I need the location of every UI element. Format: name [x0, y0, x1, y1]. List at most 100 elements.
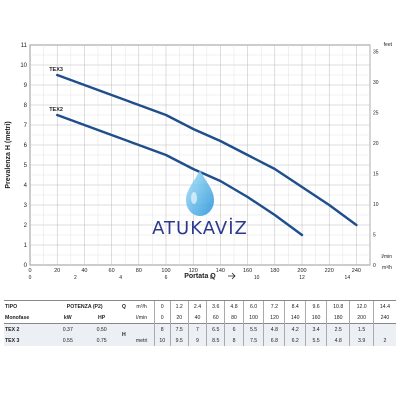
m3h-axis-ticks: 0 2 4 6 8 10 12 14: [29, 275, 351, 281]
m3h-tick-label: 0: [29, 275, 32, 281]
y-tick-label: 1: [24, 243, 28, 249]
lmin-5: 100: [242, 312, 264, 324]
x-unit-label: l/min: [381, 254, 392, 260]
m3h-tick-label: 6: [165, 275, 168, 281]
m3h-tick-label: 14: [345, 275, 351, 281]
series-label: TEX2: [49, 107, 63, 113]
head-value: 2: [372, 335, 396, 346]
x-axis-ticks: 0 20 40 60 80 100 120 140 160 180 200 220 240: [28, 268, 361, 274]
q-header: Q: [118, 300, 130, 312]
x-axis-title: Portata Q: [184, 273, 216, 280]
head-value: 4.2: [284, 323, 306, 335]
kw-value: 0.37: [50, 323, 85, 335]
m3h-tick-label: 4: [119, 275, 122, 281]
hp-header: HP: [98, 314, 106, 321]
m3h-10: 12.0: [349, 300, 374, 312]
series-curves: TEX3 TEX2: [49, 67, 358, 237]
head-value: 3.4: [305, 323, 327, 335]
kw-value: 0.55: [62, 337, 73, 344]
y-tick-label: 6: [24, 143, 28, 149]
head-value: 7.5: [169, 323, 189, 335]
kw-header: kW: [63, 314, 72, 321]
head-value: 10: [153, 335, 171, 346]
feet-tick-label: 30: [373, 80, 379, 86]
head-value: 7: [187, 323, 207, 335]
m3h-2: 2.4: [187, 300, 207, 312]
m3h-4: 4.8: [224, 300, 244, 312]
x-tick-label: 80: [136, 268, 142, 274]
lmin-3: 60: [206, 312, 225, 324]
lmin-11: 240: [372, 312, 396, 324]
lmin-2: 40: [187, 312, 207, 324]
x-tick-label: 120: [189, 268, 198, 274]
head-value: 8: [153, 323, 171, 335]
m3h-9: 10.8: [325, 300, 350, 312]
head-value: 6.5: [206, 323, 225, 335]
y-tick-label: 11: [21, 43, 28, 49]
water-drop-icon: [186, 170, 214, 216]
feet-tick-label: 20: [373, 141, 379, 147]
head-value: 6.8: [263, 335, 285, 346]
head-value: 8: [224, 335, 244, 346]
m3h-0: 0: [153, 300, 171, 312]
specs-table: TIPO POTENZA (P2) Q m³/h 0 1.2 2.4 3.6 4…: [4, 300, 396, 346]
head-value: 6.2: [284, 335, 306, 346]
hp-value: 0.50: [84, 323, 119, 335]
watermark-brand: ATUKAVİZ: [152, 218, 248, 239]
m3h-11: 14.4: [372, 300, 396, 312]
tipo-header: TIPO: [4, 300, 51, 312]
head-value: 7.5: [242, 335, 264, 346]
y-tick-label: 5: [24, 163, 28, 169]
feet-tick-label: 5: [373, 233, 376, 239]
x-tick-label: 100: [161, 268, 170, 274]
head-value: 9: [187, 335, 207, 346]
m3h-6: 7.2: [263, 300, 285, 312]
x-tick-label: 240: [352, 268, 361, 274]
series-line-tex2: [56, 113, 304, 237]
head-value: 5.5: [305, 335, 327, 346]
x-tick-label: 20: [54, 268, 60, 274]
head-value: 8.5: [206, 335, 225, 346]
table-row: TEX 2 0.37 0.50 H 8 7.5 7 6.5 6 5.5 4.8 …: [4, 323, 396, 346]
x-tick-label: 220: [325, 268, 334, 274]
feet-tick-label: 35: [373, 50, 379, 56]
lmin-10: 200: [349, 312, 374, 324]
series-line-tex3: [56, 73, 358, 227]
model-name: TEX 2: [4, 323, 51, 335]
m3h-unit-cell: m³/h: [129, 300, 155, 312]
feet-tick-label: 25: [373, 111, 379, 117]
m3h-7: 8.4: [284, 300, 306, 312]
m3h-tick-label: 8: [210, 275, 213, 281]
feet-unit-label: feet: [384, 42, 393, 48]
head-value: 5.5: [242, 323, 264, 335]
m3h-tick-label: 10: [254, 275, 260, 281]
x-tick-label: 180: [270, 268, 279, 274]
head-value: 6: [224, 323, 244, 335]
m3h-tick-label: 2: [74, 275, 77, 281]
x-tick-label: 200: [297, 268, 306, 274]
m3h-3: 3.6: [206, 300, 225, 312]
model-name: TEX 3: [5, 337, 20, 344]
table-row: TEX 3 0.55 0.75 metri 10 9.5 9 8.5 8 7.5…: [4, 335, 396, 346]
head-value: 4.8: [263, 323, 285, 335]
m3h-tick-label: 12: [299, 275, 305, 281]
lmin-unit-cell: l/min: [136, 314, 148, 321]
series-label: TEX3: [49, 67, 63, 73]
x-tick-label: 40: [81, 268, 87, 274]
head-value: [372, 323, 396, 335]
x-tick-label: 0: [28, 268, 31, 274]
lmin-9: 180: [325, 312, 350, 324]
x-tick-label: 140: [216, 268, 225, 274]
y-tick-label: 3: [24, 203, 28, 209]
monofase-label: Monofase: [5, 314, 30, 321]
y-tick-label: 2: [24, 223, 28, 229]
head-value: 4.8: [325, 335, 350, 346]
m3h-unit-label: m³/h: [382, 265, 392, 271]
head-value: 2.5: [325, 323, 350, 335]
feet-tick-label: 0: [373, 263, 376, 269]
feet-tick-label: 15: [373, 172, 379, 178]
x-tick-label: 160: [243, 268, 252, 274]
y-tick-label: 0: [24, 263, 28, 269]
y-axis-ticks: 0 1 2 3 4 5 6 7 8 9 10 11: [20, 43, 27, 269]
